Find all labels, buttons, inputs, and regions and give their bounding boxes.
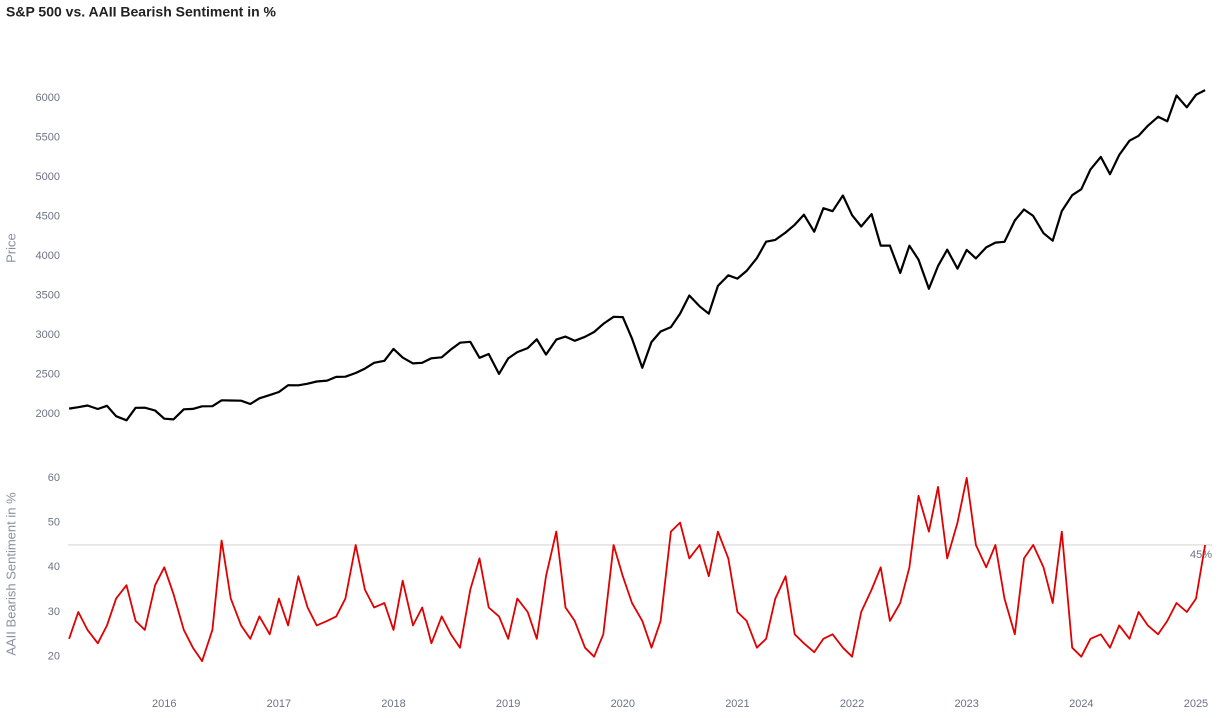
x-tick-label: 2022 (840, 698, 864, 710)
x-tick-label: 2023 (954, 698, 978, 710)
x-tick-label: 2021 (725, 698, 749, 710)
chart-title: S&P 500 vs. AAII Bearish Sentiment in % (6, 4, 277, 20)
y-tick-label: 5000 (36, 171, 60, 183)
reference-label: 45% (1190, 549, 1212, 561)
y-tick-label: 20 (48, 651, 60, 663)
y-tick-label: 6000 (36, 92, 60, 104)
x-tick-label: 2024 (1069, 698, 1093, 710)
y-tick-label: 50 (48, 517, 60, 529)
x-tick-label: 2025 (1184, 698, 1208, 710)
y-tick-label: 3000 (36, 329, 60, 341)
y-tick-label: 30 (48, 606, 60, 618)
y-tick-label: 60 (48, 472, 60, 484)
y-tick-label: 2000 (36, 408, 60, 420)
y-tick-label: 5500 (36, 131, 60, 143)
y-tick-label: 2500 (36, 368, 60, 380)
x-tick-label: 2017 (267, 698, 291, 710)
data-line (68, 477, 1206, 662)
y-tick-label: 40 (48, 561, 60, 573)
y-tick-label: 4000 (36, 250, 60, 262)
x-tick-label: 2018 (381, 698, 405, 710)
y-axis-label: AAII Bearish Sentiment in % (3, 492, 18, 656)
y-tick-label: 3500 (36, 289, 60, 301)
x-tick-label: 2016 (152, 698, 176, 710)
x-tick-label: 2020 (611, 698, 635, 710)
data-line (68, 89, 1206, 422)
x-tick-label: 2019 (496, 698, 520, 710)
y-tick-label: 4500 (36, 210, 60, 222)
y-axis-label: Price (3, 233, 18, 263)
